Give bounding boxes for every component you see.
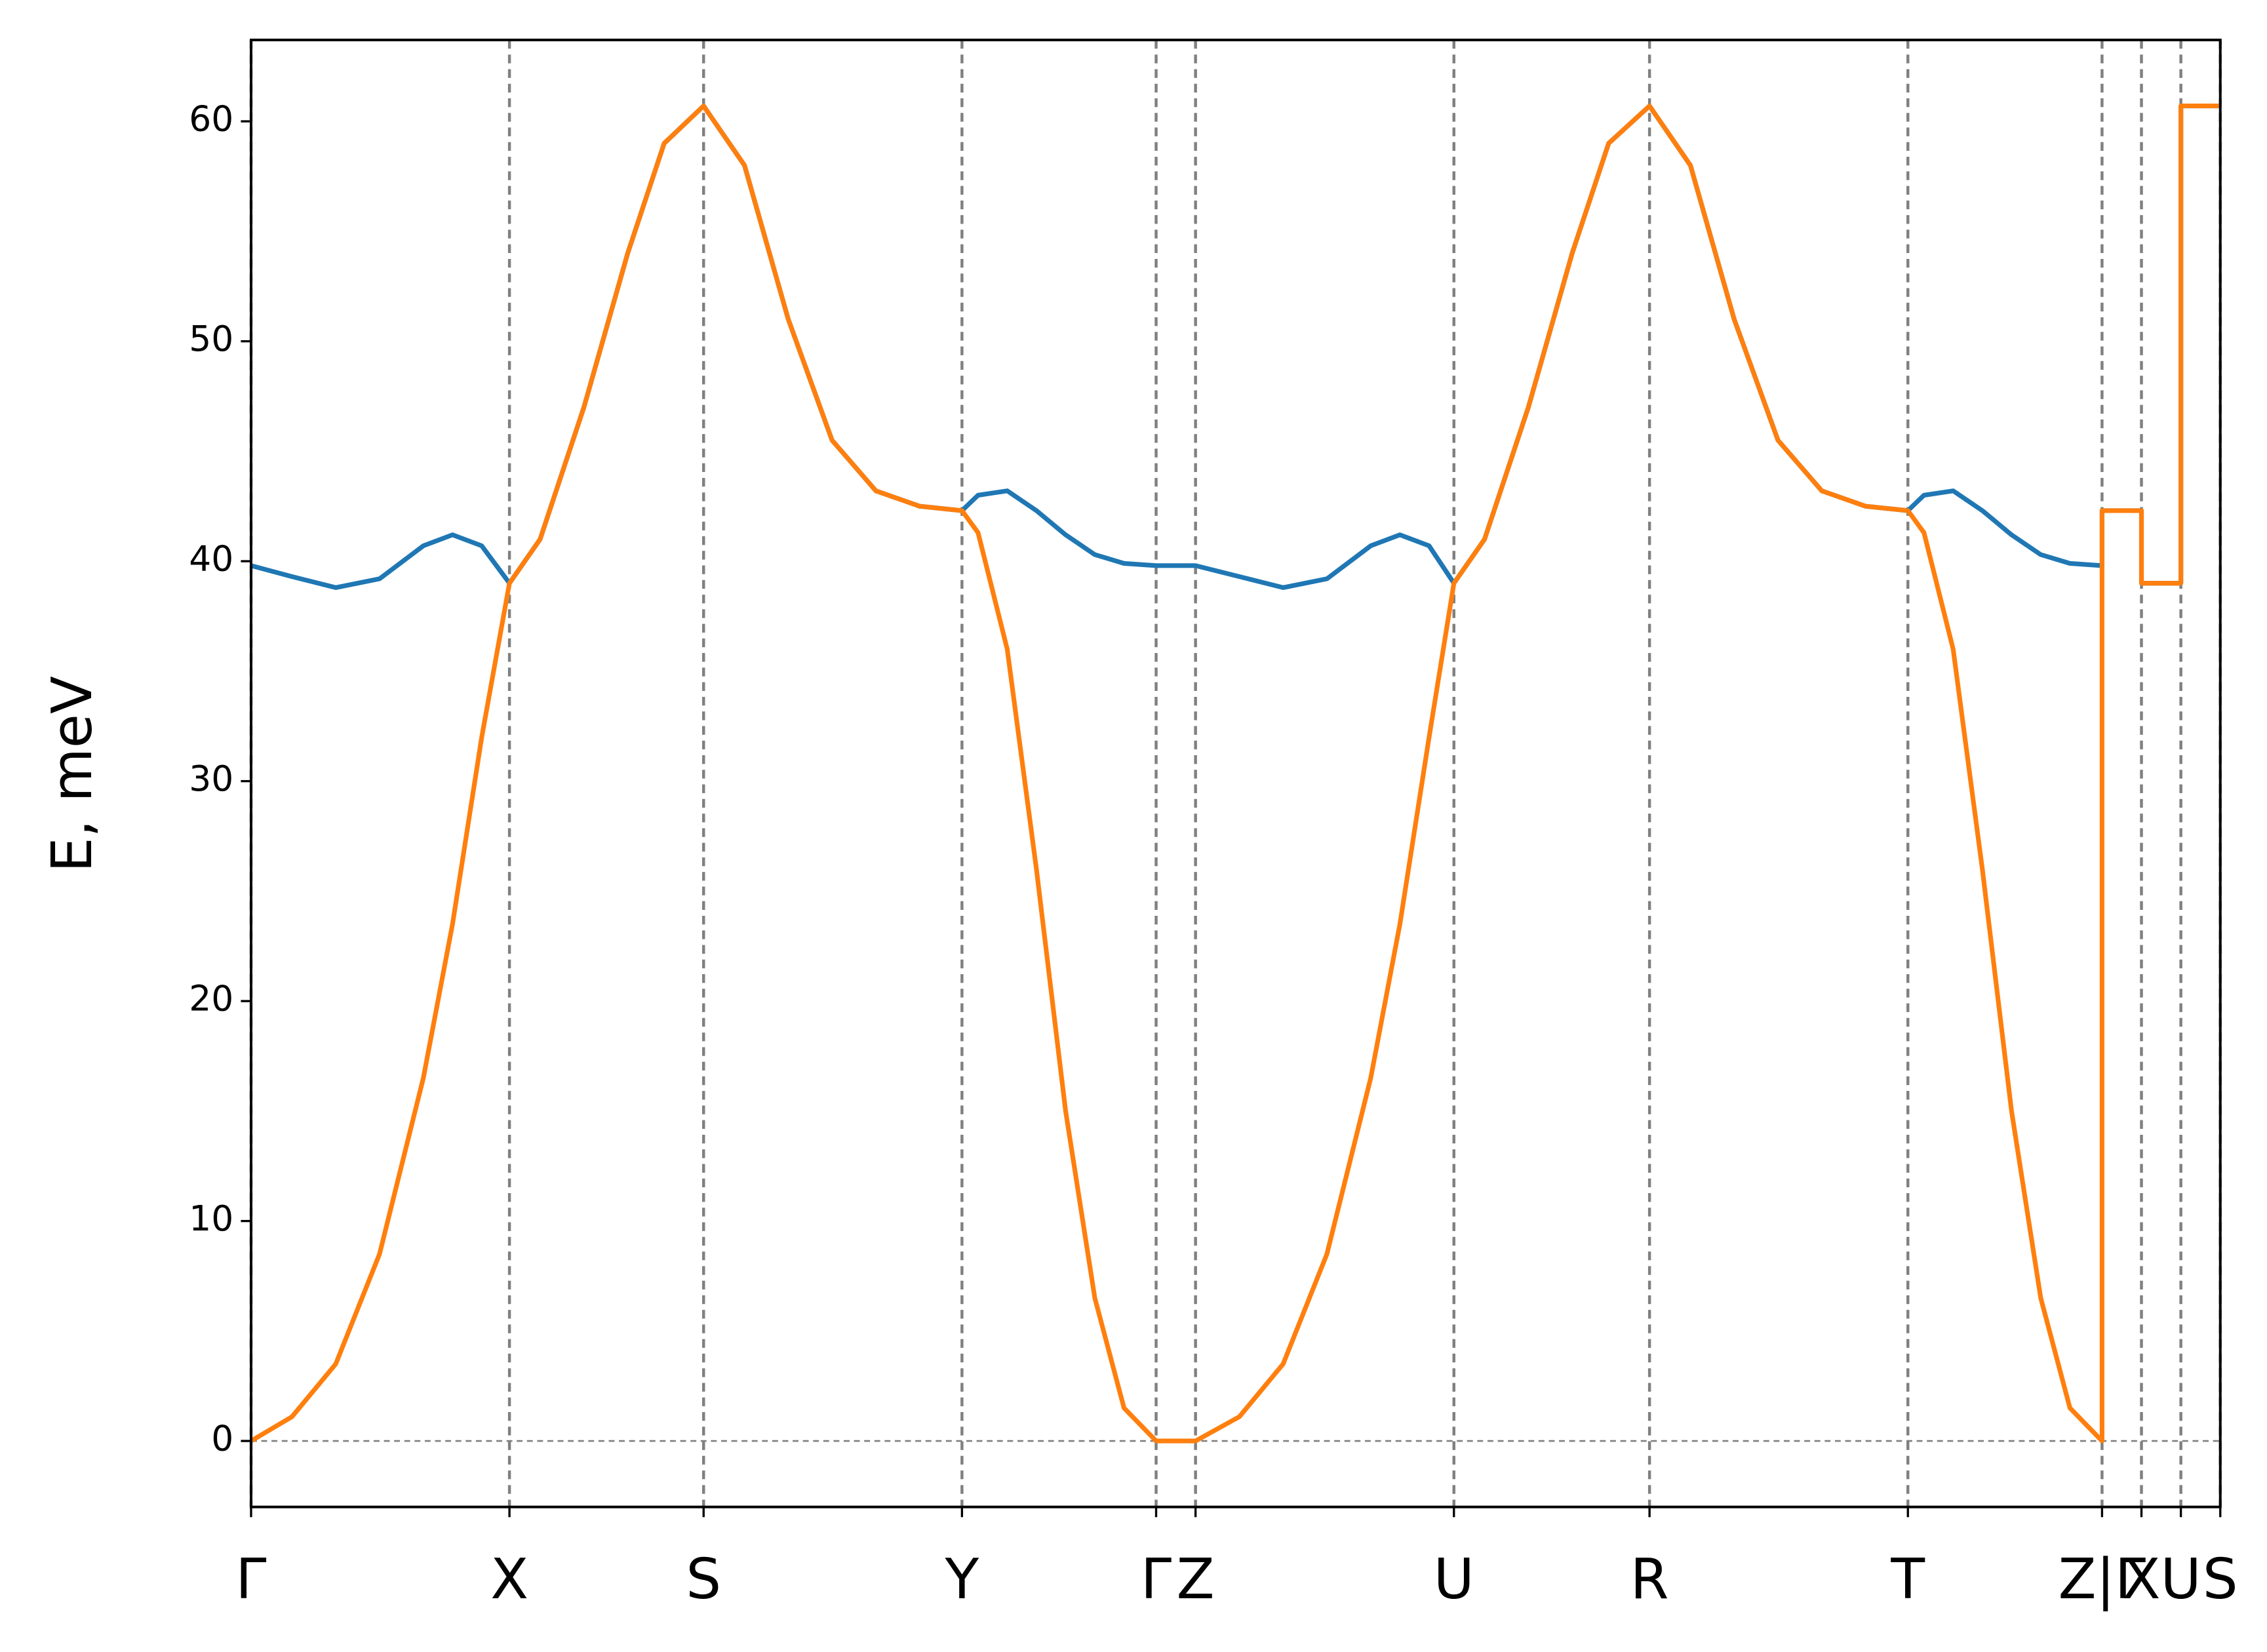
x-tick-label: Y xyxy=(945,1546,979,1611)
plot-frame xyxy=(249,38,2222,1508)
y-tick-label: 0 xyxy=(211,1418,233,1459)
x-tick-label: S xyxy=(2203,1546,2238,1611)
x-tick-label: X xyxy=(2123,1546,2161,1611)
x-tick-label: Γ xyxy=(235,1546,266,1611)
x-tick-label: Γ xyxy=(1141,1546,1172,1611)
y-tick-label: 50 xyxy=(189,318,233,359)
x-tick-label: Z|Γ xyxy=(2059,1546,2146,1612)
y-axis-label: E, meV xyxy=(39,676,104,873)
y-tick-label: 30 xyxy=(189,758,233,799)
band-line xyxy=(250,104,2220,1444)
x-tick-label: X xyxy=(490,1546,528,1611)
x-tick-label: U xyxy=(1434,1546,1474,1611)
y-tick-label: 20 xyxy=(189,978,233,1019)
y-tick-label: 10 xyxy=(189,1198,233,1239)
x-tick-label: Z xyxy=(1177,1546,1215,1611)
y-tick-label: 60 xyxy=(189,98,233,140)
x-tick-label: R xyxy=(1630,1546,1669,1611)
x-tick-label: U xyxy=(2161,1546,2201,1611)
y-tick-label: 40 xyxy=(189,538,233,580)
x-tick-label: S xyxy=(686,1546,721,1611)
x-tick-label: T xyxy=(1890,1546,1925,1611)
